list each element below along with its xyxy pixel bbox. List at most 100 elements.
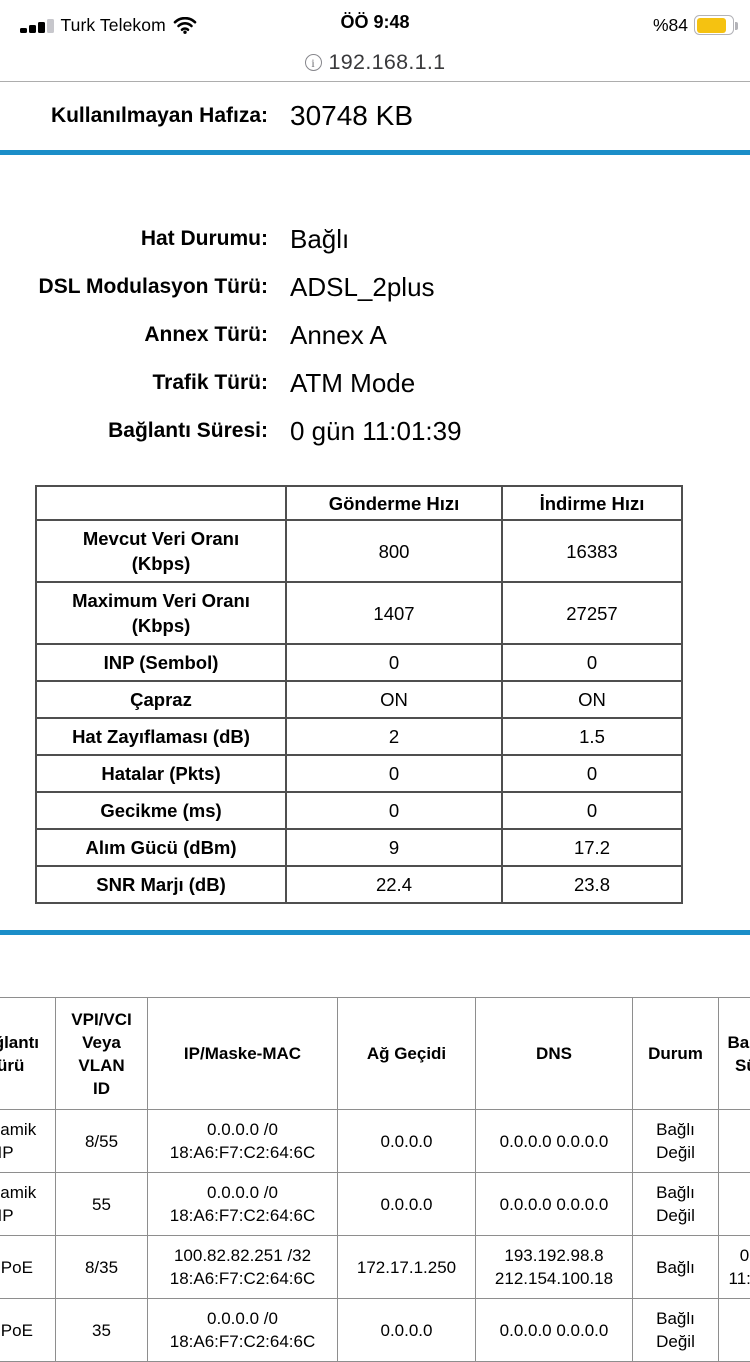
- table-row: PPPoE 35 0.0.0.0 /0 18:A6:F7:C2:64:6C 0.…: [0, 1299, 750, 1362]
- corner-cell: [36, 486, 286, 520]
- table-row: Mevcut Veri Oranı (Kbps) 800 16383: [36, 520, 682, 582]
- connections-table: Bağlantı Türü VPI/VCI Veya VLAN ID IP/Ma…: [0, 997, 750, 1362]
- row-label: Hat Zayıflaması (dB): [36, 718, 286, 755]
- cell-uptime: [719, 1299, 750, 1362]
- field-label: Annex Türü:: [0, 323, 268, 347]
- wifi-icon: [173, 17, 197, 34]
- row-label: Maximum Veri Oranı (Kbps): [36, 582, 286, 644]
- battery-fill: [697, 18, 726, 33]
- cell-up: 0: [286, 644, 502, 681]
- table-row: Çapraz ON ON: [36, 681, 682, 718]
- cellular-signal-icon: [20, 18, 54, 33]
- url-label[interactable]: 192.168.1.1: [329, 50, 446, 75]
- field-value: ADSL_2plus: [290, 272, 435, 303]
- router-status-page: { "status_bar": { "carrier": "Turk Telek…: [0, 0, 750, 1334]
- field-trafik: Trafik Türü: ATM Mode: [0, 359, 750, 407]
- cell-dns: 0.0.0.0 0.0.0.0: [476, 1110, 633, 1173]
- table-row: PPPoE 8/35 100.82.82.251 /32 18:A6:F7:C2…: [0, 1236, 750, 1299]
- cell-vpi: 8/55: [56, 1110, 148, 1173]
- cell-uptime: [719, 1173, 750, 1236]
- cell-vpi: 8/35: [56, 1236, 148, 1299]
- table-row: Dinamik IP 55 0.0.0.0 /0 18:A6:F7:C2:64:…: [0, 1173, 750, 1236]
- field-baglanti-suresi: Bağlantı Süresi: 0 gün 11:01:39: [0, 407, 750, 455]
- header-dns: DNS: [476, 998, 633, 1110]
- field-label: Trafik Türü:: [0, 371, 268, 395]
- header-durum: Durum: [633, 998, 719, 1110]
- dsl-rates-table: Gönderme Hızı İndirme Hızı Mevcut Veri O…: [35, 485, 683, 904]
- field-value: Annex A: [290, 320, 387, 351]
- cell-down: 0: [502, 644, 682, 681]
- cell-gateway: 0.0.0.0: [338, 1299, 476, 1362]
- connections-table-viewport[interactable]: Bağlantı Türü VPI/VCI Veya VLAN ID IP/Ma…: [0, 997, 750, 1362]
- cell-up: 22.4: [286, 866, 502, 903]
- table-row: SNR Marjı (dB) 22.4 23.8: [36, 866, 682, 903]
- row-label: Alım Gücü (dBm): [36, 829, 286, 866]
- section-divider: [0, 930, 750, 935]
- table-row: Hat Zayıflaması (dB) 2 1.5: [36, 718, 682, 755]
- memory-row: Kullanılmayan Hafıza: 30748 KB: [0, 82, 750, 150]
- cell-down: 16383: [502, 520, 682, 582]
- cell-type: Dinamik IP: [0, 1110, 56, 1173]
- cell-vpi: 55: [56, 1173, 148, 1236]
- row-label: INP (Sembol): [36, 644, 286, 681]
- memory-label: Kullanılmayan Hafıza:: [0, 104, 268, 128]
- header-vpi-vci: VPI/VCI Veya VLAN ID: [56, 998, 148, 1110]
- memory-value: 30748 KB: [290, 100, 413, 132]
- cell-down: ON: [502, 681, 682, 718]
- cell-up: 1407: [286, 582, 502, 644]
- cell-down: 1.5: [502, 718, 682, 755]
- cell-gateway: 0.0.0.0: [338, 1173, 476, 1236]
- cell-ip-mac: 0.0.0.0 /0 18:A6:F7:C2:64:6C: [148, 1299, 338, 1362]
- field-label: Hat Durumu:: [0, 227, 268, 251]
- field-annex: Annex Türü: Annex A: [0, 311, 750, 359]
- cell-up: 0: [286, 792, 502, 829]
- header-baglanti-suresi: Bağlantı Süresi: [719, 998, 750, 1110]
- cell-status: Bağlı Değil: [633, 1299, 719, 1362]
- table-header-row: Gönderme Hızı İndirme Hızı: [36, 486, 682, 520]
- field-hat-durumu: Hat Durumu: Bağlı: [0, 215, 750, 263]
- cell-status: Bağlı Değil: [633, 1110, 719, 1173]
- address-bar[interactable]: i 192.168.1.1: [0, 44, 750, 80]
- cell-uptime: 0 gün 11:01:39: [719, 1236, 750, 1299]
- battery-percent-label: %84: [653, 15, 688, 36]
- info-icon[interactable]: i: [305, 54, 322, 71]
- cell-up: ON: [286, 681, 502, 718]
- row-label: Mevcut Veri Oranı (Kbps): [36, 520, 286, 582]
- row-label: Hatalar (Pkts): [36, 755, 286, 792]
- table-row: Alım Gücü (dBm) 9 17.2: [36, 829, 682, 866]
- download-header: İndirme Hızı: [502, 486, 682, 520]
- row-label: SNR Marjı (dB): [36, 866, 286, 903]
- field-label: DSL Modulasyon Türü:: [0, 275, 268, 299]
- field-value: ATM Mode: [290, 368, 415, 399]
- battery-icon: [694, 15, 734, 35]
- cell-ip-mac: 0.0.0.0 /0 18:A6:F7:C2:64:6C: [148, 1110, 338, 1173]
- cell-ip-mac: 0.0.0.0 /0 18:A6:F7:C2:64:6C: [148, 1173, 338, 1236]
- header-ip-maske-mac: IP/Maske-MAC: [148, 998, 338, 1110]
- cell-dns: 193.192.98.8 212.154.100.18: [476, 1236, 633, 1299]
- cell-down: 23.8: [502, 866, 682, 903]
- cell-up: 0: [286, 755, 502, 792]
- row-label: Çapraz: [36, 681, 286, 718]
- cell-dns: 0.0.0.0 0.0.0.0: [476, 1299, 633, 1362]
- cell-type: Dinamik IP: [0, 1173, 56, 1236]
- cell-down: 0: [502, 792, 682, 829]
- table-row: Maximum Veri Oranı (Kbps) 1407 27257: [36, 582, 682, 644]
- table-row: Dinamik IP 8/55 0.0.0.0 /0 18:A6:F7:C2:6…: [0, 1110, 750, 1173]
- cell-down: 0: [502, 755, 682, 792]
- cell-vpi: 35: [56, 1299, 148, 1362]
- cell-status: Bağlı: [633, 1236, 719, 1299]
- carrier-label: Turk Telekom: [61, 15, 166, 36]
- cell-dns: 0.0.0.0 0.0.0.0: [476, 1173, 633, 1236]
- cell-gateway: 172.17.1.250: [338, 1236, 476, 1299]
- section-divider: [0, 150, 750, 155]
- field-value: 0 gün 11:01:39: [290, 416, 462, 447]
- cell-ip-mac: 100.82.82.251 /32 18:A6:F7:C2:64:6C: [148, 1236, 338, 1299]
- field-value: Bağlı: [290, 224, 349, 255]
- header-ag-gecidi: Ağ Geçidi: [338, 998, 476, 1110]
- cell-gateway: 0.0.0.0: [338, 1110, 476, 1173]
- cell-type: PPPoE: [0, 1299, 56, 1362]
- cell-status: Bağlı Değil: [633, 1173, 719, 1236]
- cell-uptime: [719, 1110, 750, 1173]
- cell-up: 2: [286, 718, 502, 755]
- table-row: Hatalar (Pkts) 0 0: [36, 755, 682, 792]
